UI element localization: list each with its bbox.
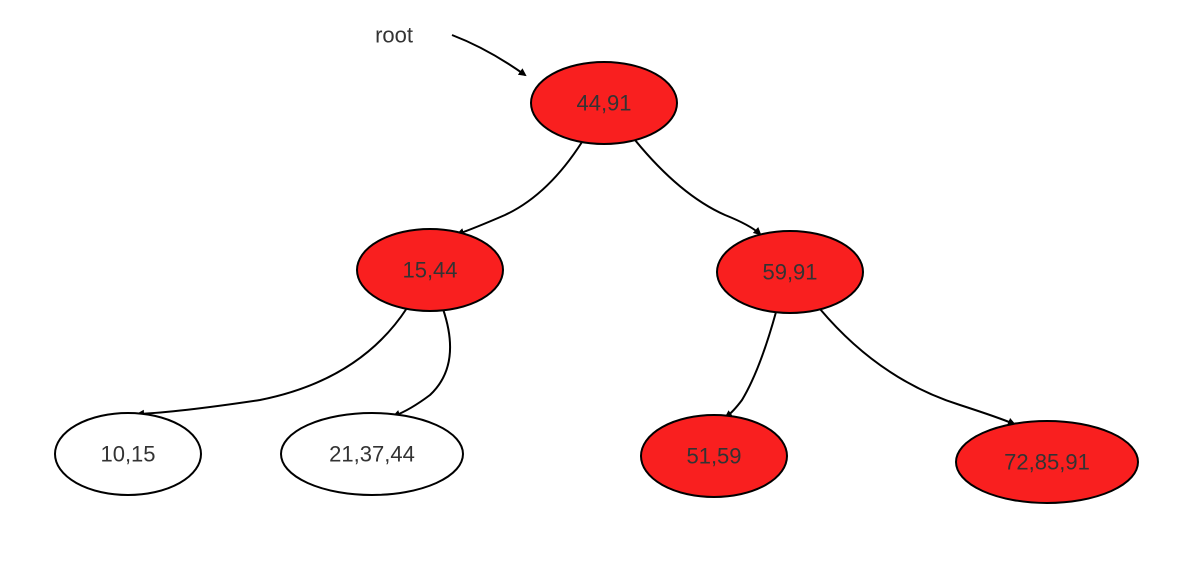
edge-n1-n3	[138, 308, 407, 414]
root-arrow	[452, 35, 525, 75]
tree-node: 44,91	[531, 62, 677, 144]
tree-node: 51,59	[641, 415, 787, 497]
node-label: 51,59	[686, 444, 741, 469]
tree-node: 59,91	[717, 231, 863, 313]
node-label: 10,15	[100, 442, 155, 467]
tree-diagram: 44,91 15,44 59,91 10,15 21,37,44 51,59 72,85,9…	[0, 0, 1202, 577]
node-label: 44,91	[576, 91, 631, 116]
nodes: 44,91 15,44 59,91 10,15 21,37,44 51,59 72,85,9…	[55, 62, 1138, 503]
tree-node: 10,15	[55, 413, 201, 495]
root-pointer: root	[375, 23, 525, 76]
edge-n0-n1	[458, 142, 582, 234]
edge-n1-n4	[394, 309, 450, 416]
edge-n2-n5	[726, 312, 776, 417]
tree-node: 21,37,44	[281, 413, 463, 495]
root-label: root	[375, 23, 413, 48]
node-label: 72,85,91	[1004, 450, 1090, 475]
node-label: 15,44	[402, 258, 457, 283]
edge-n0-n2	[635, 140, 760, 234]
tree-node: 72,85,91	[956, 421, 1138, 503]
node-label: 21,37,44	[329, 442, 415, 467]
tree-node: 15,44	[357, 229, 503, 311]
edge-n2-n6	[820, 309, 1014, 424]
edges	[138, 140, 1014, 424]
node-label: 59,91	[762, 260, 817, 285]
